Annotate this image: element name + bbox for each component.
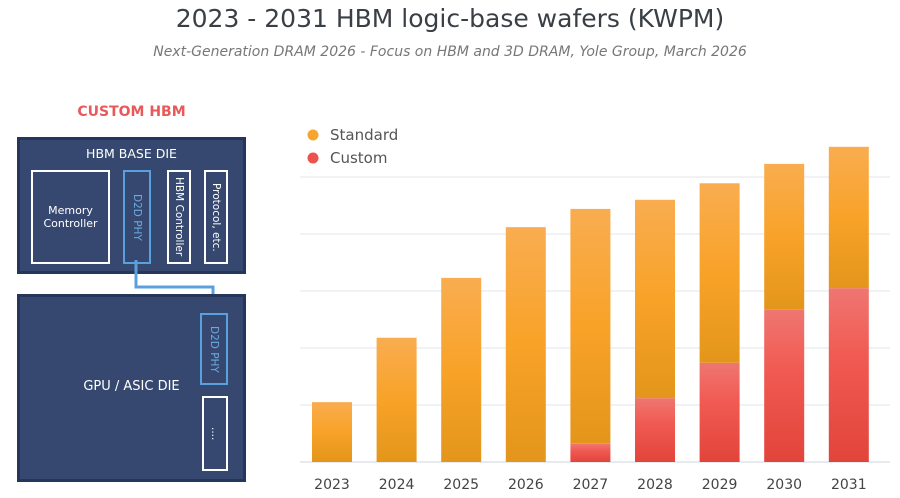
x-tick-label: 2025 — [443, 477, 479, 493]
hbm-controller-block: HBM Controller — [167, 170, 191, 264]
diagram-title: CUSTOM HBM — [77, 104, 186, 120]
d2d-phy-label: D2D PHY — [131, 193, 143, 241]
x-tick-label: 2026 — [508, 477, 544, 493]
other-block: .... — [202, 396, 228, 471]
bar-custom-2031 — [828, 288, 869, 462]
x-tick-label: 2027 — [573, 477, 609, 493]
bar-standard-2025 — [441, 277, 482, 462]
x-tick-label: 2024 — [379, 477, 415, 493]
bar-standard-2026 — [505, 227, 546, 462]
bar-standard-2024 — [376, 337, 417, 462]
chart-subtitle: Next-Generation DRAM 2026 - Focus on HBM… — [153, 44, 747, 60]
hbm-base-die: HBM BASE DIE Memory Controller D2D PHY H… — [17, 137, 246, 274]
hbm-base-die-label: HBM BASE DIE — [86, 146, 177, 161]
x-tick-label: 2031 — [831, 477, 867, 493]
x-tick-label: 2028 — [637, 477, 673, 493]
bar-standard-2031 — [828, 146, 869, 289]
bar-custom-2028 — [635, 398, 675, 462]
gpu-d2d-phy-label: D2D PHY — [208, 325, 220, 373]
bar-custom-2030 — [764, 309, 805, 462]
legend-label-custom: Custom — [330, 149, 387, 167]
bar-custom-2029 — [699, 362, 740, 462]
protocol-block: Protocol, etc. — [204, 170, 228, 264]
legend-marker-standard — [307, 129, 319, 141]
chart-title: 2023 - 2031 HBM logic-base wafers (KWPM) — [175, 4, 725, 33]
bar-standard-2028 — [635, 199, 675, 399]
legend-marker-custom — [307, 152, 319, 164]
x-tick-label: 2023 — [314, 477, 350, 493]
bar-custom-2027 — [570, 443, 611, 462]
bar-standard-2027 — [570, 208, 611, 444]
gpu-asic-die: GPU / ASIC DIE D2D PHY .... — [17, 294, 246, 482]
memory-controller-block: Memory Controller — [31, 170, 110, 264]
bar-standard-2029 — [699, 183, 740, 363]
other-block-label: .... — [209, 426, 221, 441]
bar-standard-2030 — [764, 163, 805, 310]
gpu-d2d-phy-block: D2D PHY — [200, 313, 228, 385]
bar-standard-2023 — [312, 402, 352, 462]
legend-label-standard: Standard — [330, 126, 398, 144]
protocol-label: Protocol, etc. — [210, 182, 222, 252]
x-tick-label: 2030 — [766, 477, 802, 493]
x-tick-label: 2029 — [702, 477, 738, 493]
hbm-controller-label: HBM Controller — [173, 177, 185, 257]
gpu-asic-die-label: GPU / ASIC DIE — [83, 379, 180, 394]
